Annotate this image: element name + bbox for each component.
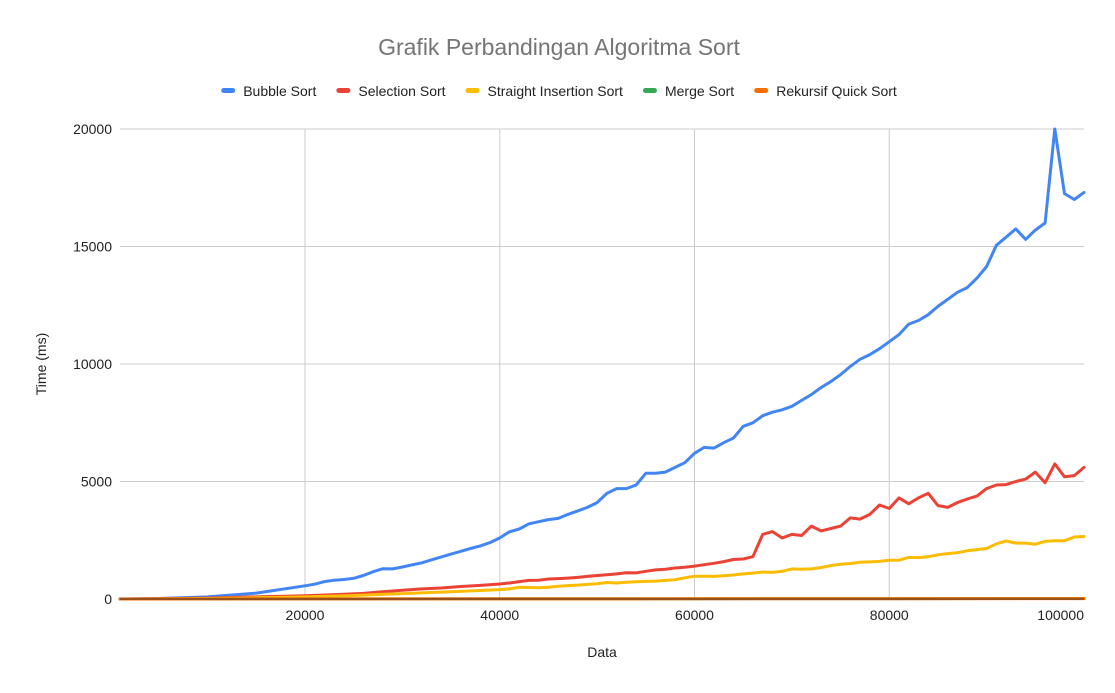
- x-tick-label: 100000: [1037, 607, 1084, 623]
- legend-label: Bubble Sort: [243, 83, 316, 99]
- legend-swatch: [754, 88, 769, 93]
- legend-item-merge-sort[interactable]: Merge Sort: [642, 83, 734, 99]
- x-tick-label: 60000: [675, 607, 714, 623]
- legend-item-rekursif-quick-sort[interactable]: Rekursif Quick Sort: [754, 83, 897, 99]
- y-tick-label: 20000: [73, 121, 112, 137]
- y-tick-label: 5000: [81, 474, 112, 490]
- legend-label: Merge Sort: [665, 83, 734, 99]
- y-axis-label: Time (ms): [33, 333, 49, 395]
- legend: Bubble Sort Selection Sort Straight Insert…: [221, 83, 897, 99]
- legend-label: Straight Insertion Sort: [488, 83, 624, 99]
- legend-swatch: [221, 88, 236, 93]
- series-line-selection-sort: [118, 462, 1086, 601]
- y-tick-label: 0: [104, 591, 112, 607]
- legend-label: Rekursif Quick Sort: [776, 83, 897, 99]
- series-line-bubble-sort: [118, 127, 1086, 601]
- x-axis-ticks: 20000 40000 60000 80000 100000: [286, 607, 1085, 623]
- y-tick-label: 15000: [73, 239, 112, 255]
- x-tick-label: 20000: [286, 607, 325, 623]
- y-axis-ticks: 0 5000 10000 15000 20000: [73, 121, 112, 607]
- legend-item-selection-sort[interactable]: Selection Sort: [336, 83, 446, 99]
- x-axis-label: Data: [587, 644, 617, 660]
- legend-item-straight-insertion-sort[interactable]: Straight Insertion Sort: [465, 83, 624, 99]
- legend-swatch: [642, 88, 657, 93]
- series-line-straight-insertion-sort: [118, 535, 1086, 601]
- legend-swatch: [465, 88, 480, 93]
- chart-title: Grafik Perbandingan Algoritma Sort: [378, 34, 740, 60]
- legend-item-bubble-sort[interactable]: Bubble Sort: [221, 83, 316, 99]
- legend-swatch: [336, 88, 351, 93]
- y-tick-label: 10000: [73, 356, 112, 372]
- gridlines: [120, 128, 1084, 599]
- x-tick-label: 80000: [870, 607, 909, 623]
- legend-label: Selection Sort: [358, 83, 445, 99]
- x-tick-label: 40000: [480, 607, 519, 623]
